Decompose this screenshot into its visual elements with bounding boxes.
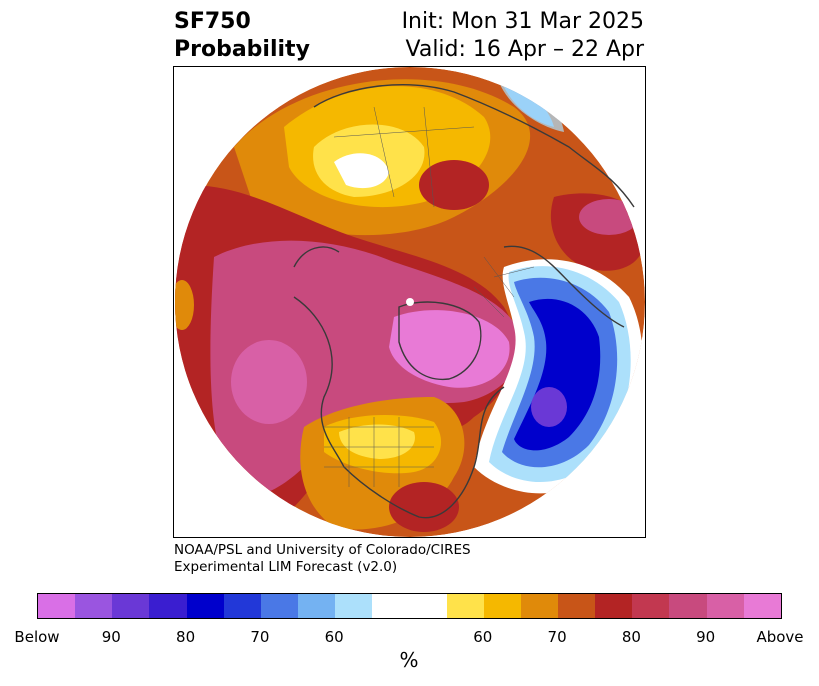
atlantic-orange-dot xyxy=(175,280,194,330)
europe-coast xyxy=(503,245,625,328)
colorbar-tick-label: 80 xyxy=(176,628,196,646)
arctic-magenta-core xyxy=(389,310,510,388)
atlantic-purple-core xyxy=(531,387,567,427)
credit-line1: NOAA/PSL and University of Colorado/CIRE… xyxy=(174,542,471,558)
colorbar-tick-label: Above xyxy=(756,628,804,646)
title-field: Probability xyxy=(174,37,310,62)
greenland-coast xyxy=(398,301,482,381)
colorbar-tick-label: 60 xyxy=(324,628,344,646)
arctic-pink-region xyxy=(210,240,521,498)
colorbar-segment xyxy=(520,594,558,618)
colorbar-tick-label: 70 xyxy=(547,628,567,646)
alaska-coast xyxy=(293,246,340,268)
colorbar-segment xyxy=(260,594,298,618)
outside-globe-upper-right xyxy=(534,67,645,187)
title-variable: SF750 xyxy=(174,9,251,34)
pacific-pink-core xyxy=(231,340,307,424)
colorbar xyxy=(37,593,782,619)
colorbar-tick-label: 70 xyxy=(250,628,270,646)
borders xyxy=(324,106,535,487)
arctic-lightblue-region xyxy=(499,81,564,132)
coastlines xyxy=(293,84,635,519)
colorbar-segment xyxy=(743,594,781,618)
north-america-lightyellow-region xyxy=(339,424,415,459)
colorbar-segment xyxy=(632,594,670,618)
colorbar-segment xyxy=(669,594,707,618)
colorbar-segment xyxy=(483,594,521,618)
russia-borders xyxy=(333,106,475,208)
credit-text: NOAA/PSL and University of Colorado/CIRE… xyxy=(174,542,471,576)
mexico-red-region xyxy=(389,482,459,532)
siberia-red-region xyxy=(419,160,489,210)
colorbar-tick-label: 80 xyxy=(621,628,641,646)
credit-line2: Experimental LIM Forecast (v2.0) xyxy=(174,559,398,575)
colorbar-unit: % xyxy=(399,648,419,672)
colorbar-segment xyxy=(38,594,76,618)
colorbar-segment xyxy=(186,594,224,618)
colorbar-segment xyxy=(372,594,410,618)
north-america-coast xyxy=(293,296,505,519)
colorbar-tick-label: 90 xyxy=(101,628,121,646)
colorbar-segment xyxy=(112,594,150,618)
colorbar-segment xyxy=(75,594,113,618)
eurasia-neutral-region xyxy=(334,153,389,189)
europe-borders xyxy=(473,256,535,318)
eurasia-coast xyxy=(313,84,635,208)
colorbar-segment xyxy=(297,594,336,618)
valid-range: Valid: 16 Apr – 22 Apr xyxy=(405,37,645,62)
north-pole-marker xyxy=(406,298,414,306)
map-title: SF750 Probability xyxy=(174,8,310,64)
colorbar-segment xyxy=(595,594,633,618)
colorbar-segment xyxy=(149,594,187,618)
colorbar-tick-label: 60 xyxy=(473,628,493,646)
europe-pink-core xyxy=(579,199,639,235)
colorbar-segment xyxy=(409,594,447,618)
colorbar-segment xyxy=(446,594,484,618)
colorbar-segment xyxy=(223,594,261,618)
colorbar-tick-label: 90 xyxy=(696,628,716,646)
colorbar-segment xyxy=(706,594,744,618)
colorbar-tick-label: Below xyxy=(14,628,60,646)
init-date: Init: Mon 31 Mar 2025 xyxy=(401,9,644,34)
colorbar-segment xyxy=(335,594,373,618)
colorbar-segment xyxy=(557,594,596,618)
probability-map xyxy=(173,66,646,538)
us-states-grid xyxy=(324,417,434,487)
forecast-dates: Init: Mon 31 Mar 2025 Valid: 16 Apr – 22… xyxy=(402,8,644,64)
